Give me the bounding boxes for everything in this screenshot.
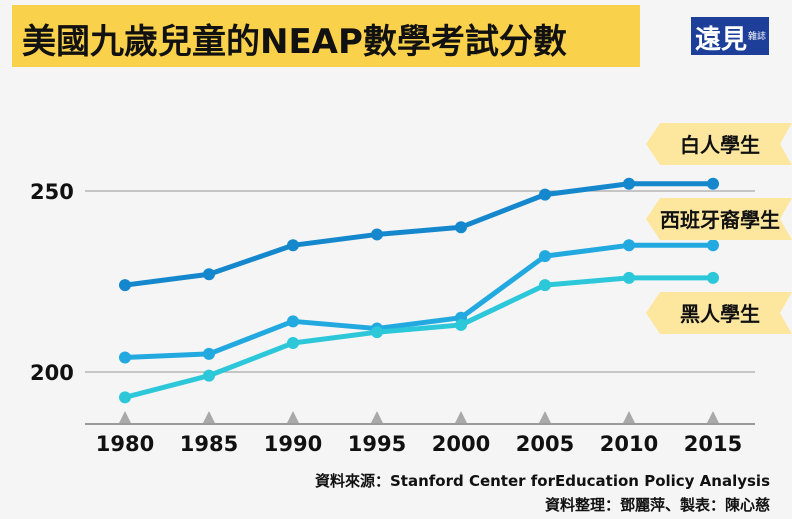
series-0 — [119, 177, 719, 292]
x-tick-label: 1985 — [180, 432, 238, 456]
legend-label: 西班牙裔學生 — [660, 208, 780, 232]
x-tick-label: 1995 — [348, 432, 406, 456]
data-point — [371, 228, 383, 241]
x-tick-marker — [707, 411, 719, 423]
legend-flag — [646, 198, 792, 240]
y-tick-label: 250 — [30, 180, 74, 204]
legend-label: 白人學生 — [680, 133, 760, 157]
x-tick-marker — [119, 411, 131, 423]
data-point — [119, 351, 131, 364]
data-point — [623, 239, 635, 252]
data-point — [371, 326, 383, 339]
chart-title-banner: 美國九歲兒童的NEAP數學考試分數 — [12, 5, 640, 67]
legend-flag — [646, 123, 792, 165]
data-point — [623, 271, 635, 284]
data-point — [539, 250, 551, 263]
x-tick-marker — [539, 411, 551, 423]
logo-sub: 雜誌 — [748, 32, 767, 42]
x-tick-label: 1980 — [96, 432, 154, 456]
series-line — [124, 275, 713, 400]
y-tick-label: 200 — [30, 361, 74, 385]
x-tick-label: 2010 — [600, 432, 658, 456]
source-note: 資料來源：Stanford Center forEducation Policy… — [314, 472, 770, 490]
data-point — [287, 239, 299, 252]
data-point — [707, 271, 719, 284]
logo-main: 遠見 — [695, 25, 748, 55]
data-point — [539, 188, 551, 201]
data-point — [203, 268, 215, 281]
series-2 — [119, 271, 719, 404]
legend-label: 黑人學生 — [680, 302, 760, 326]
x-tick-marker — [203, 411, 215, 423]
series-line — [124, 181, 713, 288]
data-point — [203, 347, 215, 360]
x-tick-label: 2000 — [432, 432, 490, 456]
x-tick-label: 2005 — [516, 432, 574, 456]
data-point — [203, 369, 215, 382]
series-line — [124, 242, 713, 361]
data-point — [119, 279, 131, 292]
legend-flag — [646, 292, 792, 334]
logo: 遠見 雜誌 — [691, 17, 769, 55]
data-point — [539, 279, 551, 292]
chart-title: 美國九歲兒童的NEAP數學考試分數 — [22, 22, 567, 62]
credits-note: 資料整理：鄧麗萍、製表：陳心慈 — [544, 496, 770, 514]
data-point — [455, 221, 467, 234]
x-tick-marker — [623, 411, 635, 423]
data-point — [287, 337, 299, 350]
x-tick-label: 2015 — [684, 432, 742, 456]
x-tick-label: 1990 — [264, 432, 322, 456]
data-point — [455, 318, 467, 331]
data-point — [707, 177, 719, 190]
data-point — [623, 177, 635, 190]
x-tick-marker — [287, 411, 299, 423]
series-1 — [119, 239, 719, 364]
data-point — [287, 315, 299, 328]
x-tick-marker — [371, 411, 383, 423]
data-point — [119, 391, 131, 404]
data-point — [707, 239, 719, 252]
x-tick-marker — [455, 411, 467, 423]
